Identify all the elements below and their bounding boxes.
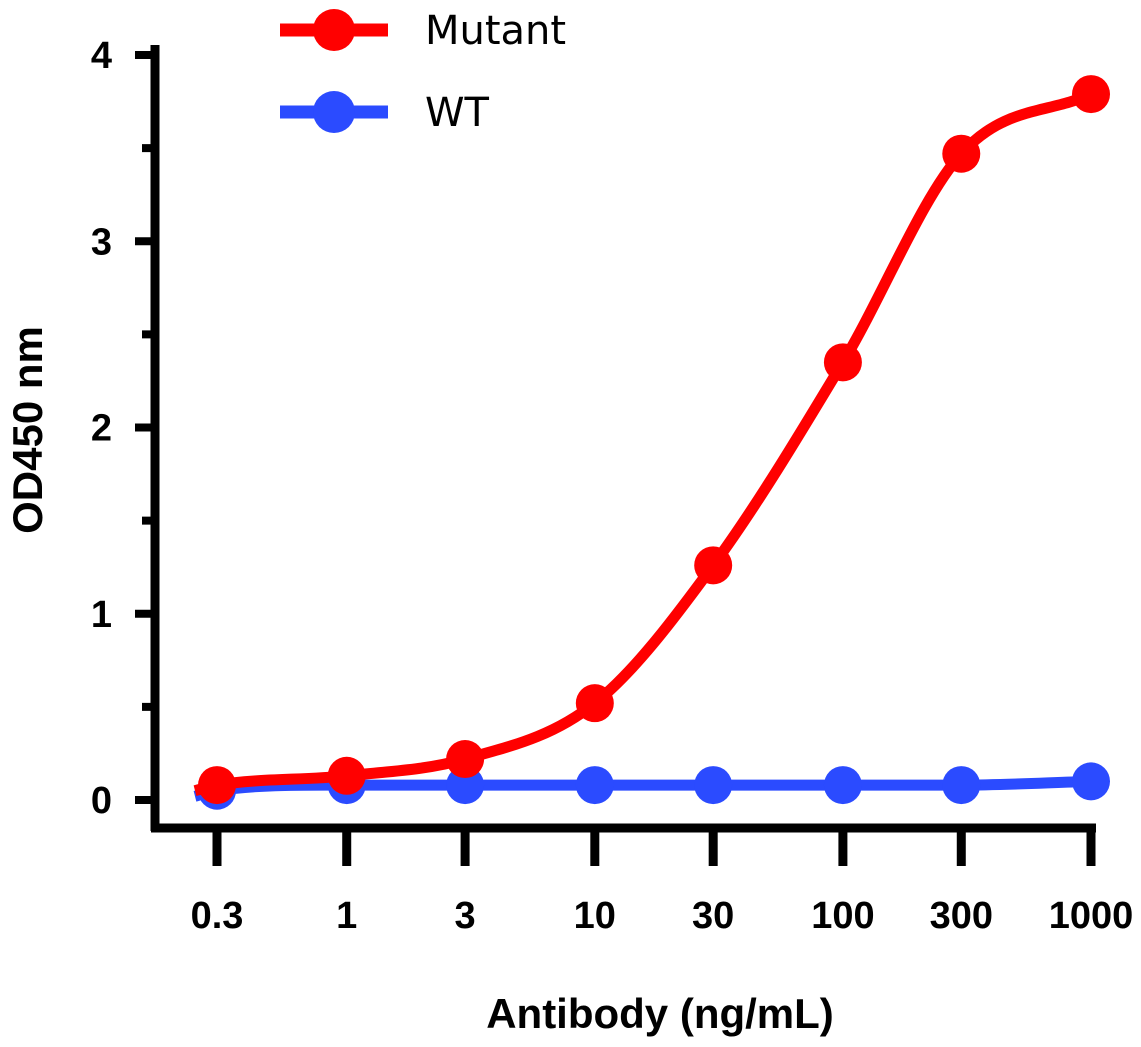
x-tick-label: 100 [811,895,874,937]
x-tick-label: 0.3 [191,895,244,937]
legend-label: Mutant [425,8,566,54]
y-tick-label: 2 [91,408,112,450]
y-tick-label: 3 [91,221,112,263]
x-tick-label: 10 [574,895,616,937]
x-axis-title: Antibody (ng/mL) [486,990,834,1037]
y-tick-label: 1 [91,594,112,636]
legend-label: WT [425,90,490,136]
series-line-mutant [193,89,1094,797]
data-point-mutant [823,343,862,382]
data-point-mutant [198,766,236,805]
data-point-mutant [942,134,981,173]
data-point-wt [942,766,981,805]
axes: 0 1 2 3 4 0.3 1 3 10 30 100 300 1000 [91,35,1133,937]
y-axis-title: OD450 nm [4,326,51,534]
legend-marker-wt [313,91,355,133]
x-tick-label: 30 [692,895,734,937]
data-point-wt [1072,762,1110,801]
data-point-mutant [575,684,614,723]
x-tick-label: 300 [930,895,993,937]
data-point-mutant [327,756,366,795]
x-tick-label: 3 [455,895,476,937]
x-tick-label: 1000 [1049,895,1134,937]
data-point-wt [823,766,862,805]
data-point-wt [575,766,614,805]
y-tick-label: 4 [91,35,112,77]
legend: Mutant WT [280,8,566,136]
x-tick-label: 1 [336,895,357,937]
data-point-mutant [446,740,485,779]
data-point-wt [446,766,485,805]
data-point-mutant [1072,75,1110,114]
y-tick-label: 0 [91,780,112,822]
legend-marker-mutant [313,9,355,51]
data-point-wt [694,766,733,805]
data-point-mutant [694,546,733,585]
series-layer [193,75,1110,810]
